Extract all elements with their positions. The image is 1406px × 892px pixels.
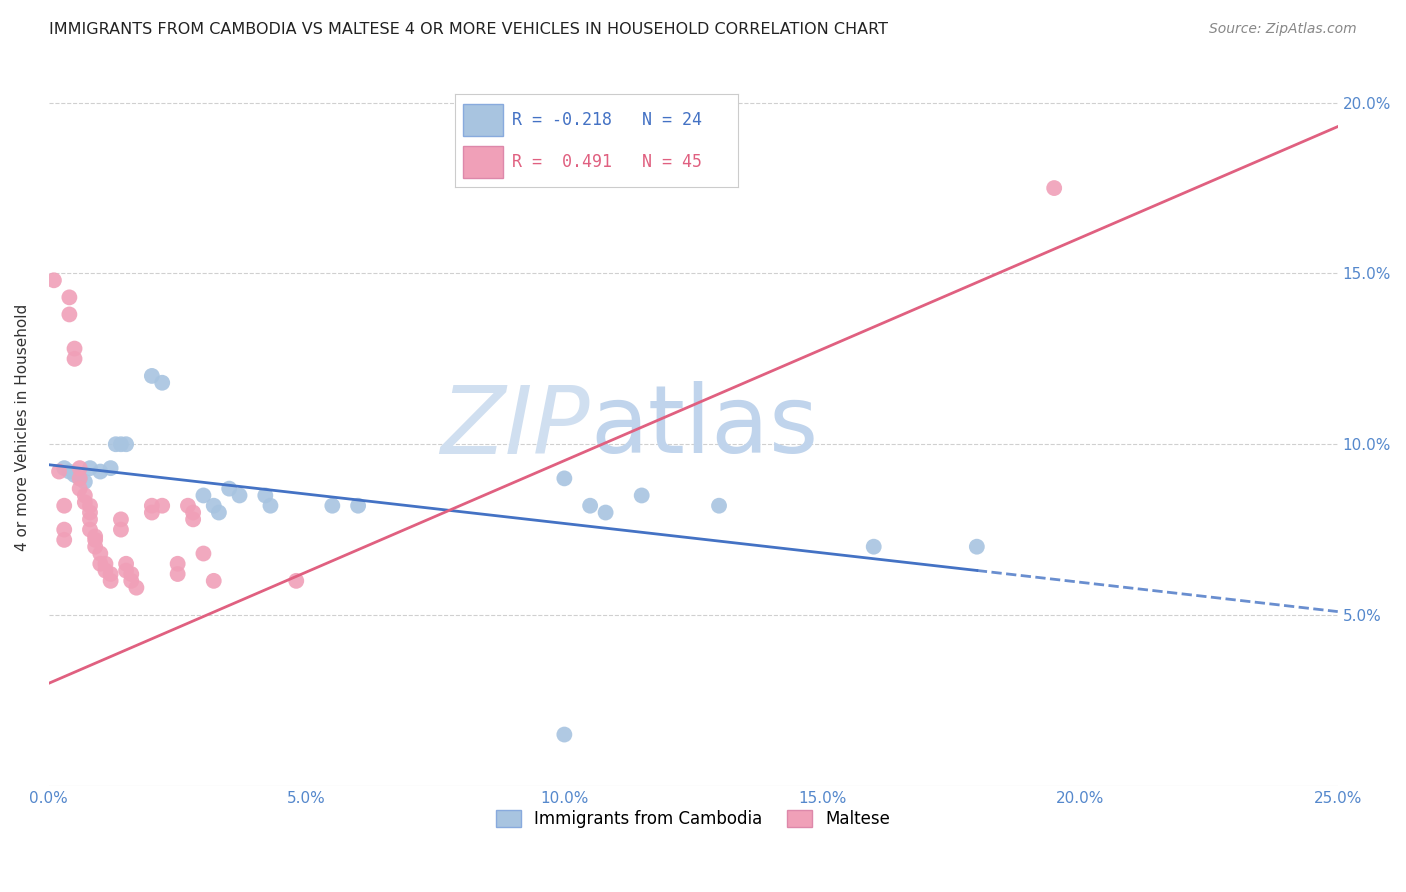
Point (125, 581, 148, 595)
Point (1043, 181, 1066, 195)
Point (193, 547, 215, 561)
Point (53, 533, 76, 547)
Point (285, 574, 308, 588)
Point (100, 461, 122, 475)
Point (595, 506, 617, 520)
Point (42, 273, 65, 287)
Point (120, 574, 142, 588)
Point (321, 499, 343, 513)
Text: Source: ZipAtlas.com: Source: ZipAtlas.com (1209, 22, 1357, 37)
Point (966, 540, 988, 554)
Point (202, 574, 225, 588)
Point (63, 467, 86, 482)
Point (100, 567, 122, 582)
Point (79, 523, 101, 537)
Point (115, 564, 138, 578)
Point (218, 482, 240, 496)
Point (73, 495, 96, 509)
Point (53, 499, 76, 513)
Point (141, 506, 163, 520)
Point (58, 308, 80, 322)
Point (259, 499, 281, 513)
Point (208, 506, 231, 520)
Point (150, 376, 173, 390)
Point (115, 557, 138, 571)
Point (48, 465, 70, 479)
Point (53, 523, 76, 537)
Point (79, 499, 101, 513)
Point (110, 512, 132, 526)
Point (579, 499, 602, 513)
Point (177, 499, 200, 513)
Point (553, 471, 575, 485)
Point (110, 523, 132, 537)
Text: atlas: atlas (591, 381, 818, 473)
Text: ZIP: ZIP (440, 382, 591, 473)
Point (553, 727, 575, 741)
Text: IMMIGRANTS FROM CAMBODIA VS MALTESE 4 OR MORE VEHICLES IN HOUSEHOLD CORRELATION : IMMIGRANTS FROM CAMBODIA VS MALTESE 4 OR… (49, 22, 889, 37)
Point (69, 471, 91, 485)
Legend: Immigrants from Cambodia, Maltese: Immigrants from Cambodia, Maltese (489, 804, 897, 835)
Y-axis label: 4 or more Vehicles in Household: 4 or more Vehicles in Household (15, 303, 30, 550)
Point (79, 461, 101, 475)
Point (166, 557, 188, 571)
Point (193, 488, 215, 502)
Point (63, 351, 86, 366)
Point (110, 437, 132, 451)
Point (862, 540, 884, 554)
Point (202, 499, 225, 513)
Point (166, 567, 188, 582)
Point (69, 461, 91, 475)
Point (150, 499, 173, 513)
Point (69, 471, 91, 485)
Point (69, 482, 91, 496)
Point (502, 157, 524, 171)
Point (79, 506, 101, 520)
Point (120, 567, 142, 582)
Point (630, 488, 652, 502)
Point (89, 465, 111, 479)
Point (141, 499, 163, 513)
Point (63, 342, 86, 356)
Point (58, 290, 80, 304)
Point (53, 461, 76, 475)
Point (58, 465, 80, 479)
Point (84, 533, 107, 547)
Point (89, 547, 111, 561)
Point (347, 499, 370, 513)
Point (84, 540, 107, 554)
Point (100, 574, 122, 588)
Point (94, 564, 117, 578)
Point (73, 475, 96, 489)
Point (115, 437, 138, 451)
Point (228, 488, 250, 502)
Point (181, 506, 204, 520)
Point (73, 488, 96, 502)
Point (141, 368, 163, 383)
Point (181, 512, 204, 526)
Point (707, 499, 730, 513)
Point (254, 488, 277, 502)
Point (104, 437, 127, 451)
Point (89, 557, 111, 571)
Point (94, 557, 117, 571)
Point (79, 512, 101, 526)
Point (84, 529, 107, 543)
